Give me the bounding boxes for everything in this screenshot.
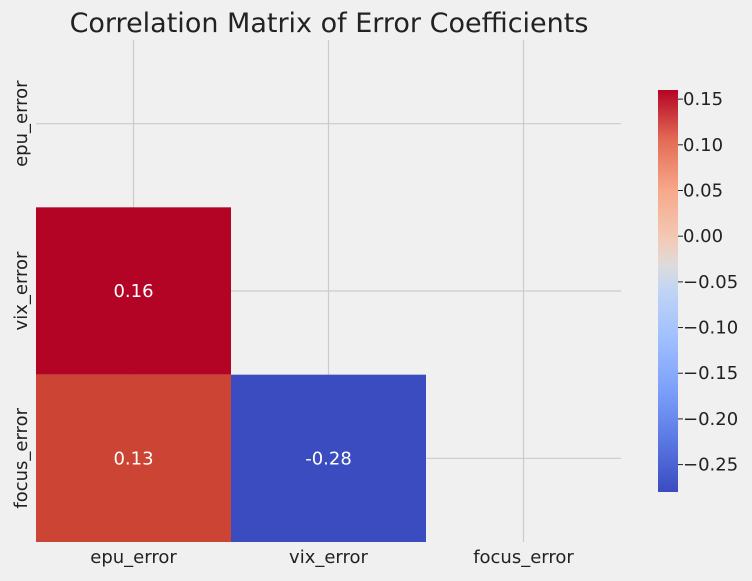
heatmap-cell [36,207,231,375]
chart-title: Correlation Matrix of Error Coefficients [70,8,589,39]
colorbar-gradient [658,90,678,492]
cell-value-label: 0.16 [113,281,153,302]
x-tick-label: epu_error [90,547,177,568]
colorbar-tick-label: −0.15 [683,363,738,384]
colorbar-tick-label: 0.15 [683,89,723,110]
colorbar-tick-labels: 0.15 0.10 0.05 0.00 −0.05 −0.10 −0.15 −0.20 −0.2… [678,89,738,476]
y-tick-label: vix_error [11,251,32,330]
x-tick-label: focus_error [473,547,574,568]
y-tick-label: epu_error [11,80,32,167]
colorbar: 0.15 0.10 0.05 0.00 −0.05 −0.10 −0.15 −0.20 −0.2… [658,89,738,492]
heatmap-cell [231,374,426,542]
colorbar-tick-label: −0.10 [683,318,738,339]
colorbar-tick-label: −0.05 [683,272,738,293]
y-axis-tick-labels: epu_error vix_error focus_error [11,80,32,509]
cell-value-label: 0.13 [113,448,153,469]
colorbar-tick-label: −0.20 [683,409,738,430]
cell-value-label: -0.28 [305,448,352,469]
colorbar-tick-label: 0.00 [683,226,723,247]
colorbar-tick-label: 0.10 [683,135,723,156]
heatmap-cells: 0.16 0.13 -0.28 [36,207,426,542]
y-tick-label: focus_error [11,407,32,508]
colorbar-tick-label: 0.05 [683,181,723,202]
heatmap-cell [36,374,231,542]
x-axis-tick-labels: epu_error vix_error focus_error [90,547,574,568]
colorbar-tick-label: −0.25 [683,455,738,476]
x-tick-label: vix_error [289,547,368,568]
